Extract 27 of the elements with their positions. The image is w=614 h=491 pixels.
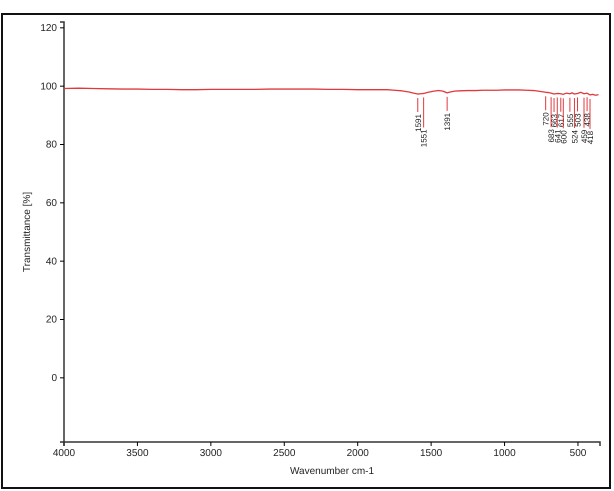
x-tick-label: 500 (570, 448, 587, 460)
y-tick-label: 120 (40, 23, 58, 34)
annotation: 524 (570, 130, 580, 144)
annotation: 663 (550, 114, 560, 128)
annotation: 720 (542, 112, 551, 126)
x-tick-label: 2500 (273, 448, 296, 460)
x-tick-label: 3500 (126, 448, 149, 460)
x-tick-label: 2000 (346, 448, 370, 460)
x-tick-label: 4000 (52, 448, 76, 460)
x-tick-label: 1500 (420, 448, 443, 460)
annotation: 555 (566, 113, 575, 128)
y-tick-label: 0 (51, 373, 58, 384)
x-axis-title: Wavenumber cm-1 (290, 466, 374, 477)
annotation: 1391 (443, 112, 452, 131)
y-tick-label: 60 (46, 198, 58, 210)
x-tick-label: 1000 (493, 448, 516, 460)
y-tick-label: 40 (46, 256, 58, 268)
annotation: 418 (586, 130, 596, 144)
y-axis-title: Transmittance [%] (22, 192, 33, 272)
x-tick-label: 3000 (200, 448, 222, 460)
annotation: 459 (580, 129, 589, 144)
annotation: 503 (574, 112, 583, 127)
y-tick-label: 100 (40, 81, 58, 92)
y-tick-label: 80 (46, 140, 58, 151)
annotation: 438 (583, 112, 592, 127)
line-series (63, 88, 600, 96)
y-tick-label: 20 (46, 314, 58, 326)
